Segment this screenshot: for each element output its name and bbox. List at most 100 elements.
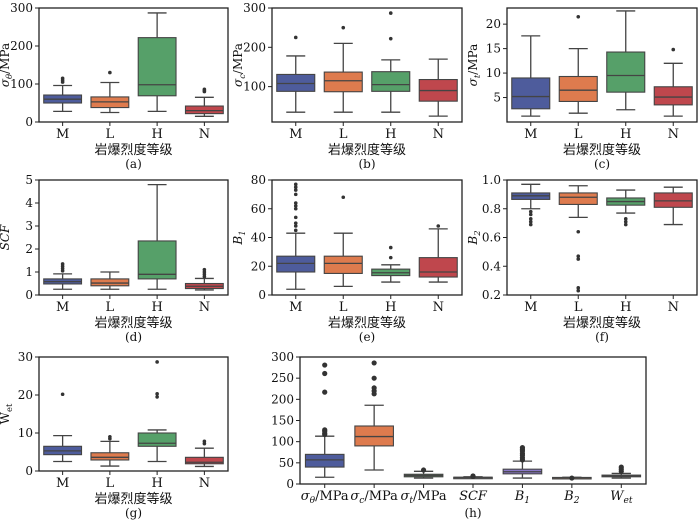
box-N xyxy=(418,58,458,117)
y-axis-label-sub: t xyxy=(472,74,482,78)
y-axis-label-main: σ xyxy=(231,78,245,87)
x-tick-label-rest: /MPa xyxy=(364,489,398,504)
outlier-point xyxy=(371,385,377,391)
outlier-point xyxy=(155,360,159,364)
outlier-point xyxy=(623,217,628,221)
outlier-point xyxy=(671,47,676,52)
x-tick-label: N xyxy=(668,127,679,142)
outlier-point xyxy=(519,444,526,451)
y-axis-label-main: σ xyxy=(0,78,12,87)
panel-caption: (g) xyxy=(125,506,142,520)
x-tick-label: B2 xyxy=(563,489,580,506)
x-axis-label: 岩爆烈度等级 xyxy=(94,491,172,507)
y-axis-label: σc/MPa xyxy=(231,43,247,87)
x-tick-label: L xyxy=(106,476,115,491)
box-L xyxy=(558,185,598,293)
panel-d: 0 1 2 3 4 5 M L H N SCF 岩爆烈度等级(d) xyxy=(0,173,229,344)
outlier-point xyxy=(155,392,159,396)
x-tick-label: M xyxy=(289,300,302,315)
y-axis-label-main: B xyxy=(466,236,480,246)
x-tick-label-main: σ xyxy=(401,489,411,504)
box-H xyxy=(606,189,646,227)
y-tick-label: 100 xyxy=(10,77,33,91)
x-tick-label-main: W xyxy=(610,489,625,504)
y-axis-label-sub: et xyxy=(4,403,14,412)
y-axis-label-sub: c xyxy=(237,74,247,79)
x-axis-label: 岩爆烈度等级 xyxy=(328,315,406,331)
outlier-point xyxy=(569,475,575,481)
outlier-point xyxy=(60,262,65,266)
box-N xyxy=(184,439,224,468)
y-tick-label: 5 xyxy=(25,173,33,187)
box-M xyxy=(43,392,83,463)
x-tick-label-main: SCF xyxy=(459,489,488,504)
outlier-point xyxy=(420,467,427,473)
x-tick-label: N xyxy=(199,300,210,315)
box-iqr xyxy=(606,51,646,93)
x-tick-label: σc/MPa xyxy=(350,489,398,506)
box-L xyxy=(90,271,130,290)
panel-e: 0 20 40 60 80 M L H N B1 岩爆烈度等级(e) xyxy=(231,173,463,344)
outlier-point xyxy=(293,201,298,205)
outlier-point xyxy=(436,224,441,228)
outlier-point xyxy=(576,288,581,293)
box-L xyxy=(323,195,363,288)
box-L xyxy=(90,70,130,114)
x-tick-label: SCF xyxy=(459,489,488,504)
x-tick-label-sub: θ xyxy=(310,496,316,506)
box-iqr xyxy=(371,71,411,92)
x-axis-label: 岩爆烈度等级 xyxy=(328,142,406,158)
outlier-point xyxy=(293,35,298,40)
x-tick-label: σt/MPa xyxy=(401,489,447,506)
box-iqr xyxy=(137,432,177,447)
panel-b: 100 200 300 M L H Nσc/MPa 岩爆烈度等级(b) xyxy=(231,1,463,171)
panel-f: 0.2 0.4 0.6 0.8 1.0 M L H N B2 岩爆烈度等级(f) xyxy=(466,173,698,344)
box-0 xyxy=(304,362,345,478)
axes-frame xyxy=(38,179,229,296)
box-L xyxy=(558,15,598,114)
panel-caption: (d) xyxy=(125,330,142,344)
y-axis-label: B2 xyxy=(466,230,482,245)
outlier-point xyxy=(388,36,393,41)
y-tick-label: 0 xyxy=(25,288,33,302)
box-iqr xyxy=(90,278,130,287)
box-M xyxy=(511,35,551,117)
outlier-point xyxy=(293,206,298,211)
x-tick-label: H xyxy=(151,127,162,142)
x-tick-label: L xyxy=(574,127,583,142)
outlier-point xyxy=(371,360,377,366)
y-axis-label-sub: θ xyxy=(4,74,14,79)
box-N xyxy=(184,87,224,117)
box-iqr xyxy=(511,77,551,110)
box-N xyxy=(418,224,458,283)
y-axis-label-sub: 2 xyxy=(472,230,482,236)
box-M xyxy=(276,182,316,290)
box-2 xyxy=(403,467,444,479)
y-tick-label: 80 xyxy=(251,173,266,187)
outlier-point xyxy=(388,11,393,15)
box-L xyxy=(323,25,363,113)
x-tick-label-sub: 2 xyxy=(573,496,580,506)
x-tick-label-rest: /MPa xyxy=(413,489,447,504)
panel-caption: (b) xyxy=(358,157,375,171)
box-H xyxy=(137,183,177,290)
outlier-point xyxy=(623,222,628,227)
outlier-point xyxy=(293,188,298,192)
y-tick-label: 0.6 xyxy=(482,231,501,245)
box-iqr xyxy=(653,86,693,106)
x-tick-label: H xyxy=(385,127,396,142)
outlier-point xyxy=(293,221,298,225)
x-tick-label: M xyxy=(56,127,69,142)
y-axis-label-main: W xyxy=(0,411,12,424)
y-tick-label: 0 xyxy=(25,464,33,478)
box-5 xyxy=(552,475,592,481)
x-tick-label: M xyxy=(56,476,69,491)
outlier-point xyxy=(322,370,328,377)
box-N xyxy=(184,267,224,291)
box-1 xyxy=(354,360,394,471)
outlier-point xyxy=(293,228,298,233)
y-tick-label: 10 xyxy=(486,66,501,80)
x-tick-label: M xyxy=(289,127,302,142)
box-3 xyxy=(453,473,493,480)
x-tick-label: M xyxy=(56,300,69,315)
